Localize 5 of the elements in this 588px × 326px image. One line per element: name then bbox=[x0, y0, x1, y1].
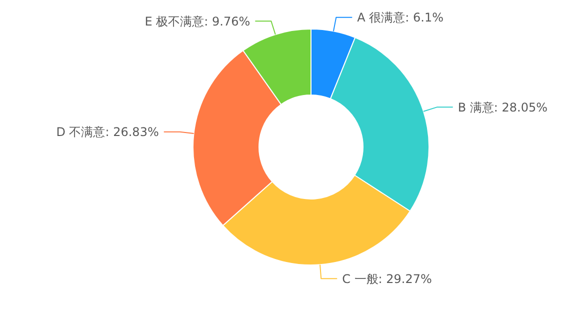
slice-label: C 一般: 29.27% bbox=[342, 272, 432, 286]
slice-label: D 不满意: 26.83% bbox=[56, 125, 159, 140]
slice-label: E 极不满意: 9.76% bbox=[144, 14, 250, 28]
slice-label: B 满意: 28.05% bbox=[458, 100, 548, 114]
slice-label: A 很满意: 6.1% bbox=[357, 10, 444, 25]
